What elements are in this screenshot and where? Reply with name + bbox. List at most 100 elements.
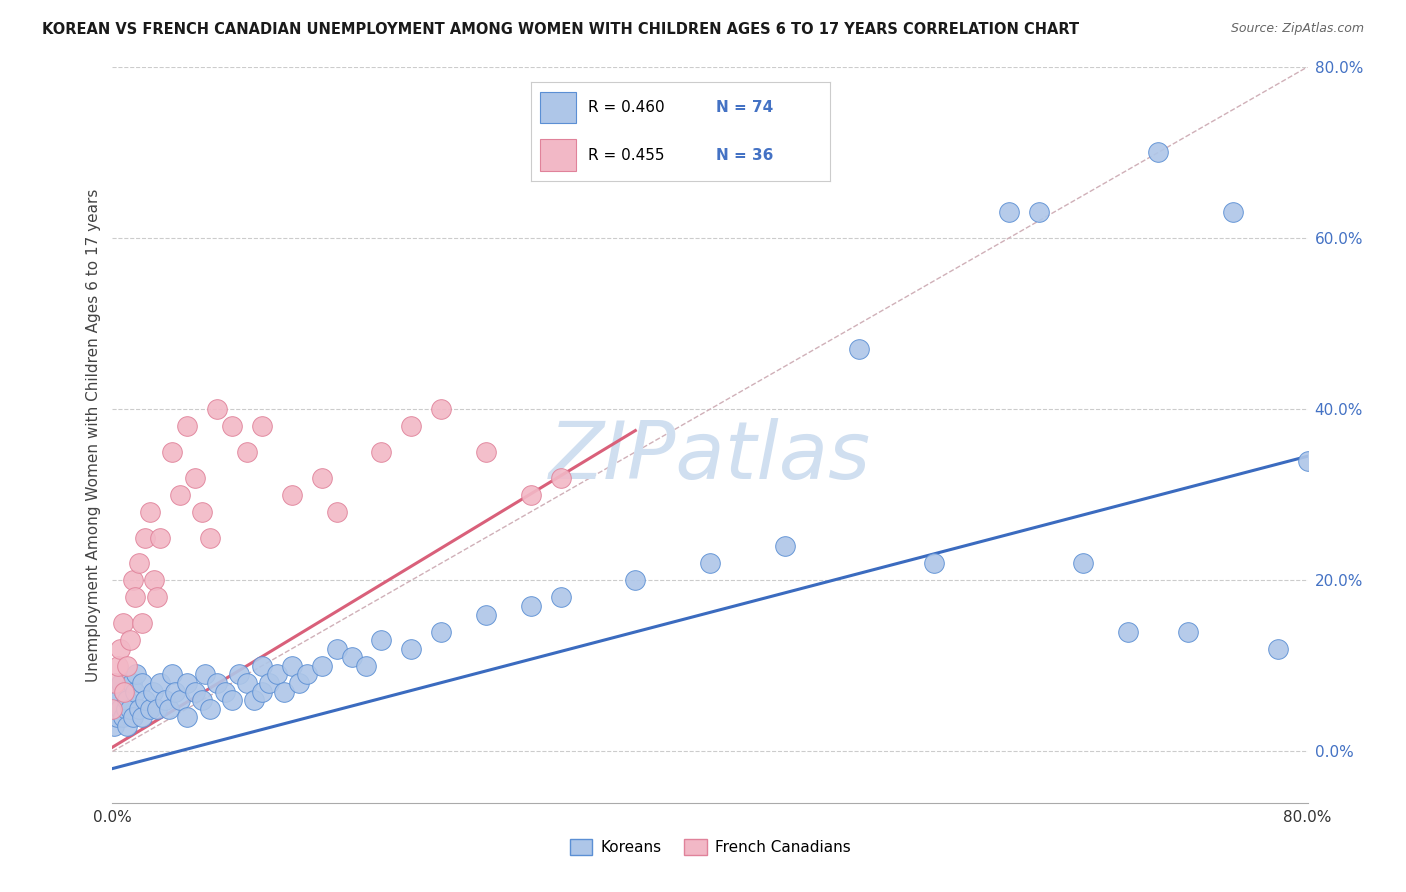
Point: [773, 539, 796, 553]
Point: [550, 470, 572, 484]
Point: [221, 419, 243, 434]
Point: [124, 591, 146, 605]
Point: [699, 556, 721, 570]
Point: [122, 574, 145, 588]
Point: [157, 701, 180, 715]
Point: [139, 701, 162, 715]
Point: [198, 701, 221, 715]
Text: Source: ZipAtlas.com: Source: ZipAtlas.com: [1230, 22, 1364, 36]
Text: ZIPatlas: ZIPatlas: [548, 418, 872, 496]
Point: [370, 445, 392, 459]
Point: [205, 402, 228, 417]
Point: [624, 574, 647, 588]
Point: [105, 710, 128, 724]
Point: [146, 701, 169, 715]
Point: [243, 693, 266, 707]
Point: [149, 531, 172, 545]
Point: [401, 641, 423, 656]
Point: [131, 676, 153, 690]
Point: [430, 402, 453, 417]
Point: [120, 701, 142, 715]
Point: [103, 719, 125, 733]
Point: [162, 445, 183, 459]
Point: [311, 470, 333, 484]
Point: [1147, 145, 1170, 160]
Point: [194, 667, 217, 681]
Point: [125, 667, 148, 681]
Point: [124, 684, 146, 698]
Point: [101, 701, 124, 715]
Point: [176, 419, 198, 434]
Point: [165, 684, 187, 698]
Point: [153, 693, 176, 707]
Point: [176, 676, 198, 690]
Point: [236, 445, 259, 459]
Point: [149, 676, 172, 690]
Point: [191, 693, 214, 707]
Point: [288, 676, 311, 690]
Point: [146, 591, 169, 605]
Point: [848, 343, 870, 357]
Point: [169, 488, 191, 502]
Point: [520, 599, 543, 613]
Text: KOREAN VS FRENCH CANADIAN UNEMPLOYMENT AMONG WOMEN WITH CHILDREN AGES 6 TO 17 YE: KOREAN VS FRENCH CANADIAN UNEMPLOYMENT A…: [42, 22, 1080, 37]
Legend: Koreans, French Canadians: Koreans, French Canadians: [564, 833, 856, 862]
Point: [205, 676, 228, 690]
Point: [183, 470, 205, 484]
Point: [115, 701, 138, 715]
Point: [139, 505, 162, 519]
Point: [325, 505, 347, 519]
Point: [142, 684, 165, 698]
Point: [198, 531, 221, 545]
Point: [114, 684, 135, 698]
Point: [1073, 556, 1095, 570]
Point: [191, 505, 214, 519]
Point: [550, 591, 572, 605]
Point: [998, 205, 1021, 219]
Point: [134, 531, 156, 545]
Point: [111, 710, 134, 724]
Point: [1177, 624, 1199, 639]
Point: [1296, 453, 1319, 467]
Point: [295, 667, 318, 681]
Point: [520, 488, 543, 502]
Point: [250, 684, 273, 698]
Point: [221, 693, 243, 707]
Point: [169, 693, 191, 707]
Point: [1028, 205, 1050, 219]
Point: [131, 710, 153, 724]
Point: [281, 659, 304, 673]
Point: [176, 710, 198, 724]
Point: [104, 684, 127, 698]
Point: [401, 419, 423, 434]
Point: [356, 659, 378, 673]
Point: [111, 616, 134, 631]
Point: [228, 667, 250, 681]
Point: [162, 667, 183, 681]
Point: [250, 419, 273, 434]
Point: [340, 650, 363, 665]
Point: [108, 701, 131, 715]
Point: [143, 574, 166, 588]
Point: [922, 556, 945, 570]
Point: [325, 641, 347, 656]
Point: [122, 710, 145, 724]
Point: [281, 488, 304, 502]
Point: [370, 633, 392, 648]
Point: [121, 676, 143, 690]
Point: [117, 693, 139, 707]
Point: [131, 616, 153, 631]
Y-axis label: Unemployment Among Women with Children Ages 6 to 17 years: Unemployment Among Women with Children A…: [86, 188, 101, 681]
Point: [117, 659, 139, 673]
Point: [236, 676, 259, 690]
Point: [108, 641, 131, 656]
Point: [128, 556, 150, 570]
Point: [110, 676, 132, 690]
Point: [183, 684, 205, 698]
Point: [266, 667, 288, 681]
Point: [120, 633, 142, 648]
Point: [114, 684, 135, 698]
Point: [128, 701, 150, 715]
Point: [250, 659, 273, 673]
Point: [107, 659, 129, 673]
